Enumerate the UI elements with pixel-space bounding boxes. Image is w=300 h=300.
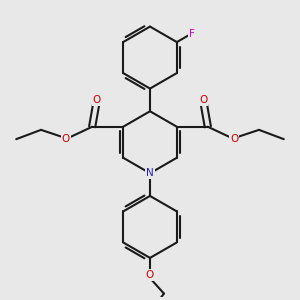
Text: O: O — [146, 270, 154, 280]
Text: O: O — [62, 134, 70, 144]
Text: O: O — [230, 134, 238, 144]
Text: O: O — [199, 95, 207, 105]
Text: O: O — [93, 95, 101, 105]
Text: N: N — [146, 168, 154, 178]
Text: F: F — [189, 28, 194, 39]
